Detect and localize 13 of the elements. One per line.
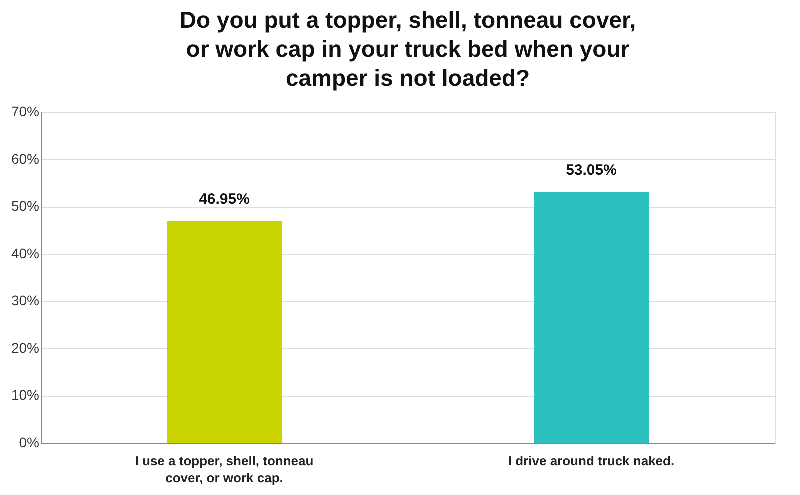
y-tick-label: 60% [11,150,40,167]
y-tick-label: 30% [11,292,40,309]
y-tick-label: 20% [11,340,40,356]
data-label: 53.05% [566,162,617,180]
y-tick-label: 0% [19,434,40,450]
y-tick-label: 70% [11,104,40,120]
x-tick-label: I drive around truck naked. [508,454,675,468]
y-tick-label: 40% [11,245,40,262]
y-tick-label: 10% [11,387,40,404]
y-tick-label: 50% [11,198,40,214]
chart-title: Do you put a topper, shell, tonneau cover, or work cap in your truck bed when your camper is not loaded? [180,7,636,91]
x-tick-label: I use a topper, shell, tonneau cover, or work cap. [135,454,314,486]
data-label: 46.95% [199,190,250,208]
